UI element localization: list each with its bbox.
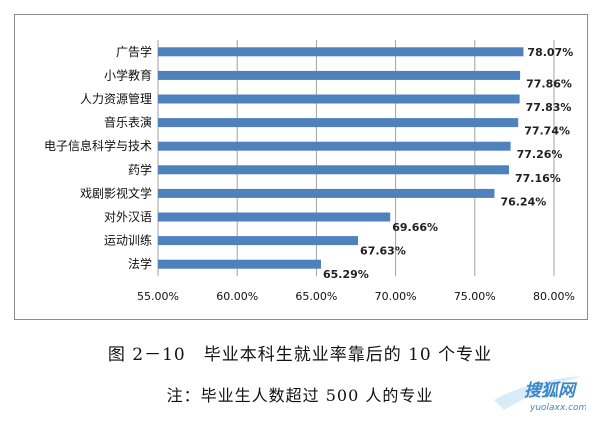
data-label: 76.24% xyxy=(500,195,546,208)
bar xyxy=(158,118,519,128)
data-label: 77.83% xyxy=(526,101,572,114)
category-label: 运动训练 xyxy=(104,233,152,248)
data-label: 78.07% xyxy=(527,46,573,59)
x-tick-label: 55.00% xyxy=(137,290,179,303)
bar xyxy=(158,47,524,57)
figure-note: 注：毕业生人数超过 500 人的专业 xyxy=(166,386,434,405)
bar xyxy=(158,236,359,246)
category-label: 对外汉语 xyxy=(104,210,152,224)
x-tick-label: 65.00% xyxy=(295,290,337,303)
bar xyxy=(158,259,321,269)
data-label: 77.86% xyxy=(526,77,572,90)
x-tick-label: 75.00% xyxy=(454,290,496,303)
data-label: 77.74% xyxy=(524,125,570,138)
watermark-text: 搜狐网 xyxy=(524,381,578,401)
bar xyxy=(158,94,520,104)
data-label: 77.16% xyxy=(515,172,561,185)
bar xyxy=(158,212,391,222)
bar xyxy=(158,141,511,151)
category-label: 音乐表演 xyxy=(104,115,152,130)
data-label: 65.29% xyxy=(323,268,369,281)
data-label: 67.63% xyxy=(360,245,406,258)
watermark-url: yuolaxx.com xyxy=(529,403,586,413)
category-label: 广告学 xyxy=(116,44,152,59)
data-label: 77.26% xyxy=(517,148,563,161)
bar xyxy=(158,70,521,80)
category-label: 电子信息科学与技术 xyxy=(44,138,152,153)
category-label: 戏剧影视文学 xyxy=(80,185,152,200)
bar xyxy=(158,188,495,198)
category-label: 人力资源管理 xyxy=(80,91,152,106)
category-label: 小学教育 xyxy=(104,67,152,82)
category-label: 法学 xyxy=(128,256,152,271)
x-tick-label: 80.00% xyxy=(533,290,575,303)
category-label: 药学 xyxy=(128,162,152,177)
figure-caption: 图 2－10 毕业本科生就业率靠后的 10 个专业 xyxy=(107,345,493,365)
bar-chart: 广告学 78.07% 小学教育 77.86% 人力资源管理 77.83% 音乐表演 77.74… xyxy=(44,40,575,303)
watermark-logo: 搜狐网 yuolaxx.com xyxy=(494,376,586,413)
watermark-swoosh-icon xyxy=(494,376,582,410)
data-label: 69.66% xyxy=(392,221,438,234)
bar xyxy=(158,165,510,175)
x-tick-label: 70.00% xyxy=(375,290,417,303)
x-tick-label: 60.00% xyxy=(216,290,258,303)
